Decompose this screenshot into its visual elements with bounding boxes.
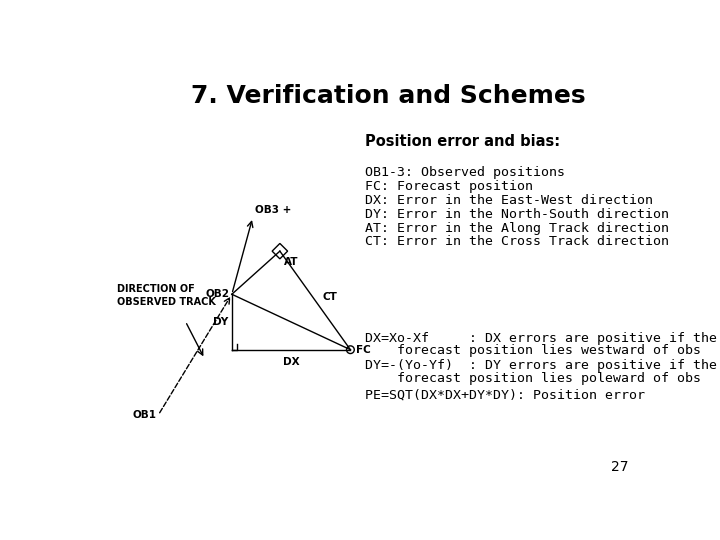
Text: 7. Verification and Schemes: 7. Verification and Schemes <box>191 84 585 107</box>
Text: 27: 27 <box>611 460 629 474</box>
Text: DX: Error in the East-West direction: DX: Error in the East-West direction <box>365 194 653 207</box>
Text: DX: DX <box>283 357 300 367</box>
Text: OB1-3: Observed positions: OB1-3: Observed positions <box>365 166 565 179</box>
Text: DIRECTION OF
OBSERVED TRACK: DIRECTION OF OBSERVED TRACK <box>117 284 216 307</box>
Text: OB2: OB2 <box>205 289 230 299</box>
Text: DY: DY <box>213 317 229 327</box>
Text: DY: Error in the North-South direction: DY: Error in the North-South direction <box>365 208 669 221</box>
Text: DY=-(Yo-Yf)  : DY errors are positive if the: DY=-(Yo-Yf) : DY errors are positive if … <box>365 360 717 373</box>
Text: PE=SQT(DX*DX+DY*DY): Position error: PE=SQT(DX*DX+DY*DY): Position error <box>365 389 645 402</box>
Text: DX=Xo-Xf     : DX errors are positive if the: DX=Xo-Xf : DX errors are positive if the <box>365 332 717 345</box>
Text: AT: Error in the Along Track direction: AT: Error in the Along Track direction <box>365 221 669 234</box>
Text: Position error and bias:: Position error and bias: <box>365 134 560 149</box>
Text: CT: Error in the Cross Track direction: CT: Error in the Cross Track direction <box>365 235 669 248</box>
Text: FC: FC <box>356 345 371 355</box>
Text: forecast position lies westward of obs: forecast position lies westward of obs <box>365 344 701 357</box>
Text: OB1: OB1 <box>132 410 157 420</box>
Text: AT: AT <box>284 257 298 267</box>
Text: OB3 +: OB3 + <box>255 205 292 215</box>
Text: FC: Forecast position: FC: Forecast position <box>365 180 533 193</box>
Text: CT: CT <box>323 292 338 301</box>
Text: forecast position lies poleward of obs: forecast position lies poleward of obs <box>365 372 701 384</box>
